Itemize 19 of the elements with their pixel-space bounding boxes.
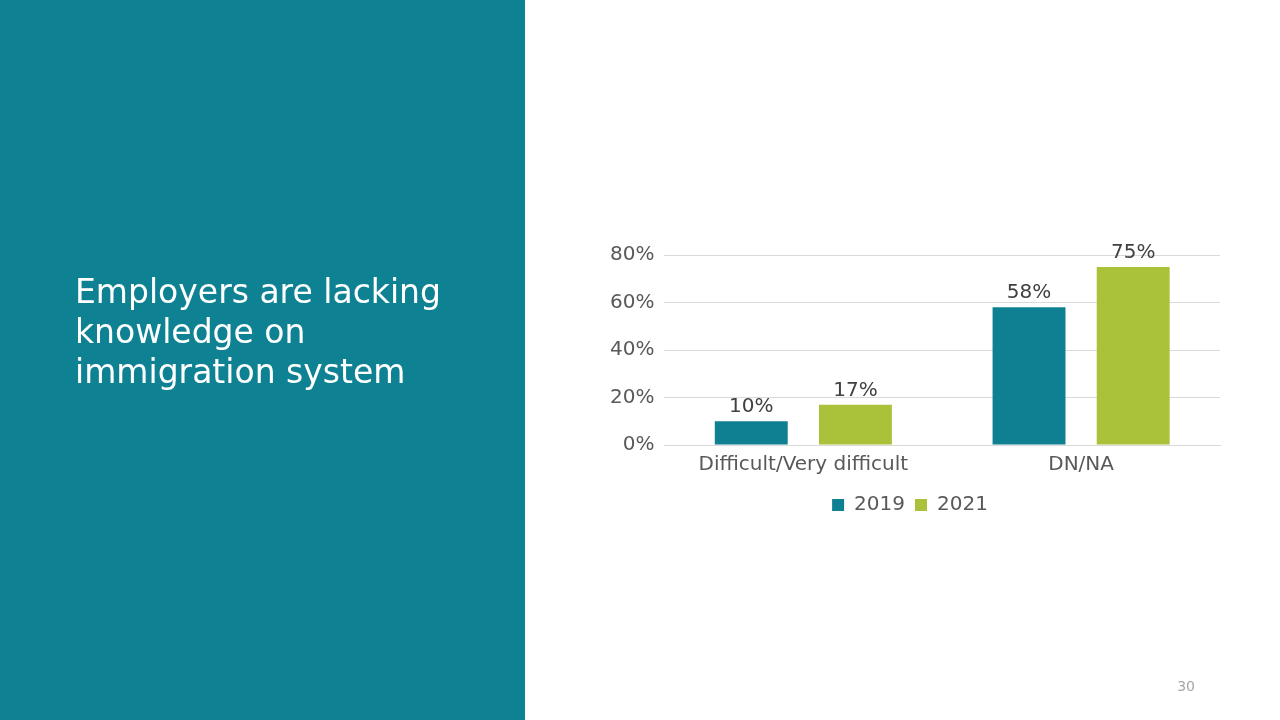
x-tick-label: Difficult/Very difficult	[698, 451, 909, 476]
y-tick-label: 20%	[610, 383, 655, 408]
legend-label: 2021	[937, 491, 988, 516]
y-tick-label: 60%	[610, 288, 655, 313]
bar	[1096, 266, 1170, 445]
data-label: 58%	[1006, 279, 1052, 304]
text: 30	[1177, 678, 1195, 694]
data-label: 75%	[1110, 239, 1156, 264]
bar	[992, 307, 1066, 445]
bar	[818, 404, 892, 445]
x-tick-label: DN/NA	[1048, 451, 1115, 476]
bar	[714, 421, 788, 445]
text: Employers are lacking knowledge on immigration system	[75, 272, 442, 392]
legend-label: 2019	[854, 491, 906, 516]
y-tick-label: 0%	[622, 431, 655, 456]
y-tick-label: 80%	[610, 241, 655, 266]
data-label: 17%	[833, 376, 878, 401]
data-label: 10%	[729, 393, 774, 418]
y-tick-label: 40%	[610, 336, 655, 361]
